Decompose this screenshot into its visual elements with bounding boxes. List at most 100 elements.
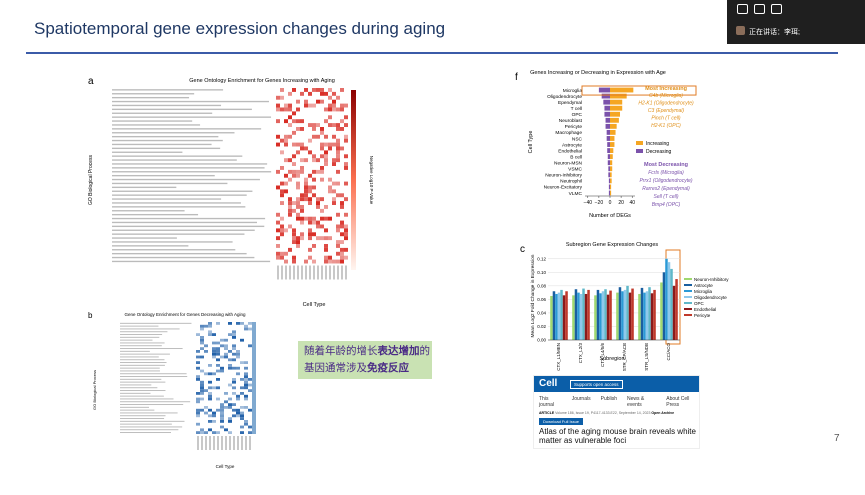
bar <box>604 105 610 111</box>
article-snippet: Cell Supports open access This journal J… <box>533 375 700 449</box>
heatmap-cell <box>208 392 212 395</box>
heatmap-cell <box>284 181 288 186</box>
heatmap-cell <box>332 197 336 202</box>
heatmap-cell <box>304 181 308 186</box>
heatmap-cell <box>336 107 340 112</box>
heatmap-cell <box>288 103 292 108</box>
heatmap-cell <box>332 189 336 194</box>
heatmap-cell <box>200 355 204 359</box>
heatmap-cell <box>216 369 220 373</box>
bar <box>660 282 663 340</box>
heatmap-cell <box>336 259 340 264</box>
heatmap-cell <box>212 420 216 423</box>
heatmap-cell <box>204 411 208 415</box>
y-tick-label: 0.12 <box>537 256 546 261</box>
bar <box>616 292 619 340</box>
heatmap-cell <box>324 259 328 264</box>
bar <box>598 87 610 93</box>
heatmap-cell <box>344 232 348 237</box>
panel-label: c <box>520 244 525 255</box>
heatmap-cell <box>276 142 280 147</box>
heatmap-cell <box>276 255 280 260</box>
heatmap-cell <box>224 352 228 356</box>
heatmap-cell <box>240 338 244 342</box>
heatmap-cell <box>220 411 224 415</box>
heatmap-cell <box>212 355 216 359</box>
nav-link[interactable]: Journals <box>571 396 591 402</box>
heatmap-cell <box>308 232 312 237</box>
x-tick-label: 0 <box>609 200 612 206</box>
heatmap-cell <box>292 119 296 124</box>
row-label-line <box>120 325 159 327</box>
heatmap-cell <box>312 154 316 159</box>
heatmap-cell <box>244 394 248 398</box>
nav-link[interactable]: Publish <box>600 396 618 402</box>
bar <box>628 292 632 340</box>
heatmap-cell <box>296 99 300 104</box>
meeting-toolbar: 正在讲话：李珥; <box>727 0 865 44</box>
heatmap-cell <box>320 197 324 202</box>
heatmap-cell <box>344 236 348 241</box>
heatmap-cell <box>324 244 328 248</box>
column-label-line <box>277 265 279 280</box>
heatmap-cell <box>244 383 248 387</box>
heatmap-cell <box>316 158 320 163</box>
heatmap-cell <box>332 162 336 166</box>
row-label-line <box>120 406 150 408</box>
heatmap-cell <box>308 173 312 178</box>
heatmap-cell <box>304 259 308 264</box>
heatmap-cell <box>292 130 296 135</box>
bar <box>608 190 610 196</box>
bar <box>610 154 613 160</box>
row-label-line <box>120 404 184 406</box>
column-label-line <box>205 436 207 450</box>
heatmap-cell <box>320 169 324 174</box>
heatmap-cell <box>336 212 340 217</box>
x-axis-label: Cell Type <box>216 464 235 469</box>
journal-logo: Cell <box>539 378 558 389</box>
heatmap-cell <box>304 189 308 194</box>
heatmap-cell <box>316 236 320 241</box>
heatmap-cell <box>284 158 288 163</box>
heatmap-cell <box>320 208 324 213</box>
heatmap-cell <box>336 138 340 143</box>
open-access-button[interactable]: Supports open access <box>570 380 623 389</box>
heatmap-cell <box>288 115 292 120</box>
heatmap-cell <box>240 414 244 418</box>
nav-link[interactable]: About Cell Press <box>666 396 690 408</box>
heatmap-cell <box>220 344 224 348</box>
bar <box>640 287 644 340</box>
heatmap-cell <box>336 95 340 100</box>
heatmap-cell <box>300 232 304 237</box>
heatmap-cell <box>308 185 312 190</box>
heatmap-cell <box>300 193 304 198</box>
heatmap-cell <box>196 411 200 415</box>
article-title[interactable]: Atlas of the aging mouse brain reveals w… <box>539 427 696 445</box>
bar <box>606 294 610 340</box>
heatmap-cell <box>324 154 328 159</box>
heatmap-cell <box>340 119 344 124</box>
heatmap-cell <box>296 216 300 221</box>
heatmap-cell <box>200 369 204 373</box>
heatmap-cell <box>200 428 204 432</box>
toolbar-icons[interactable] <box>737 4 807 16</box>
nav-link[interactable]: This journal <box>539 396 555 408</box>
heatmap <box>112 88 348 280</box>
heatmap-cell <box>292 173 296 178</box>
row-label-line <box>120 334 163 336</box>
bar <box>606 136 610 141</box>
nav-link[interactable]: News & events <box>627 396 645 408</box>
row-label-line <box>120 384 152 386</box>
heatmap-cell <box>284 134 288 139</box>
y-tick-label: Oligodendrocyte <box>547 94 582 100</box>
row-label-line <box>112 155 243 157</box>
legend-swatch <box>636 141 643 145</box>
download-button[interactable]: Download Full Issue <box>539 418 584 425</box>
heatmap-cell <box>280 150 284 155</box>
heatmap-cell <box>328 123 332 127</box>
heatmap-cell <box>292 162 296 166</box>
heatmap-cell <box>316 99 320 104</box>
heatmap-cell <box>284 119 288 124</box>
heatmap-cell <box>320 236 324 241</box>
